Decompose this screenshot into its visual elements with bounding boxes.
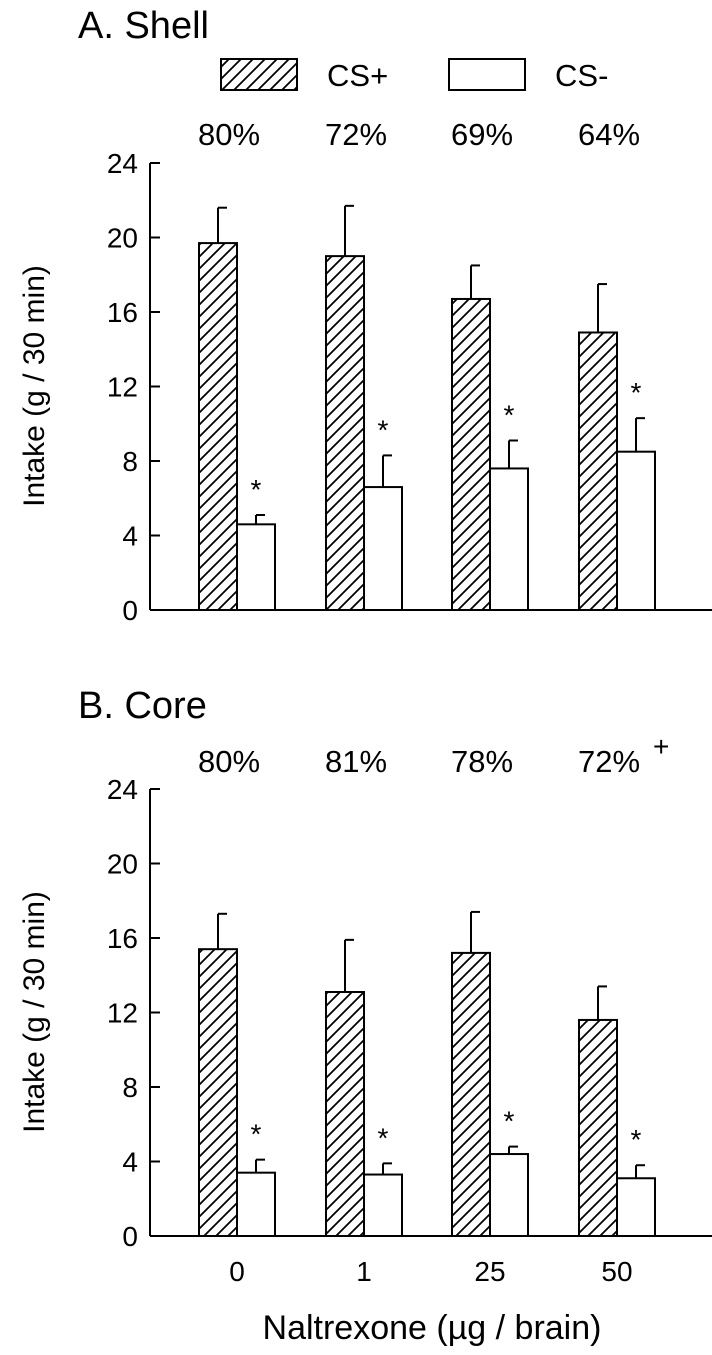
percentage-label: 64% — [578, 117, 640, 152]
significance-star: * — [251, 1119, 262, 1150]
legend-label-cs-minus: CS- — [555, 58, 608, 93]
y-axis-label: Intake (g / 30 min) — [18, 891, 51, 1133]
significance-star: * — [631, 377, 642, 408]
y-tick-label: 16 — [107, 923, 138, 954]
bar-cs-minus — [616, 1177, 656, 1237]
significance-star: * — [504, 400, 515, 431]
bar-cs-plus — [451, 297, 491, 611]
panel-title: B. Core — [78, 685, 207, 727]
percentage-label: 80% — [198, 744, 260, 779]
significance-star: * — [631, 1124, 642, 1155]
y-tick-label: 4 — [122, 1147, 138, 1178]
legend-swatch-cs-minus — [448, 58, 526, 91]
legend: CS+ CS- — [220, 58, 608, 93]
bar-cs-plus — [578, 1018, 618, 1238]
bar-cs-plus — [198, 948, 238, 1237]
x-axis-label: Naltrexone (µg / brain) — [263, 1309, 602, 1347]
percentage-mark: + — [653, 731, 669, 762]
y-tick-label: 8 — [122, 446, 138, 477]
significance-star: * — [251, 474, 262, 505]
y-tick-label: 12 — [107, 372, 138, 403]
significance-star: * — [504, 1106, 515, 1137]
y-tick-label: 0 — [122, 595, 138, 626]
x-category-label: 25 — [474, 1256, 505, 1287]
percentage-label: 69% — [451, 117, 513, 152]
percentage-label: 81% — [325, 744, 387, 779]
y-tick-label: 16 — [107, 297, 138, 328]
bar-cs-plus — [325, 255, 365, 611]
x-category-label: 1 — [356, 1256, 372, 1287]
bar-cs-minus — [489, 1153, 529, 1238]
x-category-label: 50 — [601, 1256, 632, 1287]
y-tick-label: 12 — [107, 998, 138, 1029]
plot-area: 0 4 8 12 16 20 24 * 80% * 72% * 69% * 64% — [107, 117, 712, 626]
percentage-label: 80% — [198, 117, 260, 152]
y-tick-label: 24 — [107, 148, 138, 179]
y-tick-label: 24 — [107, 774, 138, 805]
bar-cs-plus — [198, 242, 238, 611]
panel-title: A. Shell — [78, 5, 209, 47]
y-axis-label: Intake (g / 30 min) — [18, 265, 51, 507]
legend-swatch-cs-plus — [220, 58, 298, 91]
significance-star: * — [378, 414, 389, 445]
bar-cs-minus — [363, 486, 403, 612]
bar-cs-plus — [451, 951, 491, 1238]
percentage-label: 72% — [578, 744, 640, 779]
bar-cs-minus — [236, 1171, 276, 1238]
y-tick-label: 0 — [122, 1221, 138, 1252]
y-tick-label: 4 — [122, 521, 138, 552]
x-category-label: 0 — [229, 1256, 245, 1287]
bar-cs-minus — [363, 1173, 403, 1237]
panel-shell: A. Shell Intake (g / 30 min) 0 4 8 12 16 20 24… — [18, 5, 712, 626]
bar-cs-plus — [578, 331, 618, 611]
y-tick-label: 8 — [122, 1072, 138, 1103]
percentage-label: 78% — [451, 744, 513, 779]
y-tick-label: 20 — [107, 849, 138, 880]
plot-area: 0 4 8 12 16 20 24 * 80% 0 * 81% 1 * 78% 25 * 72% +50 — [107, 731, 712, 1287]
percentage-label: 72% — [325, 117, 387, 152]
y-tick-label: 20 — [107, 223, 138, 254]
significance-star: * — [378, 1122, 389, 1153]
legend-label-cs-plus: CS+ — [327, 58, 388, 93]
bar-cs-minus — [236, 523, 276, 612]
bar-cs-minus — [616, 450, 656, 611]
bar-cs-plus — [325, 991, 365, 1238]
bar-cs-minus — [489, 467, 529, 612]
panel-core: B. Core Intake (g / 30 min) 0 4 8 12 16 20 24 *… — [18, 685, 712, 1287]
